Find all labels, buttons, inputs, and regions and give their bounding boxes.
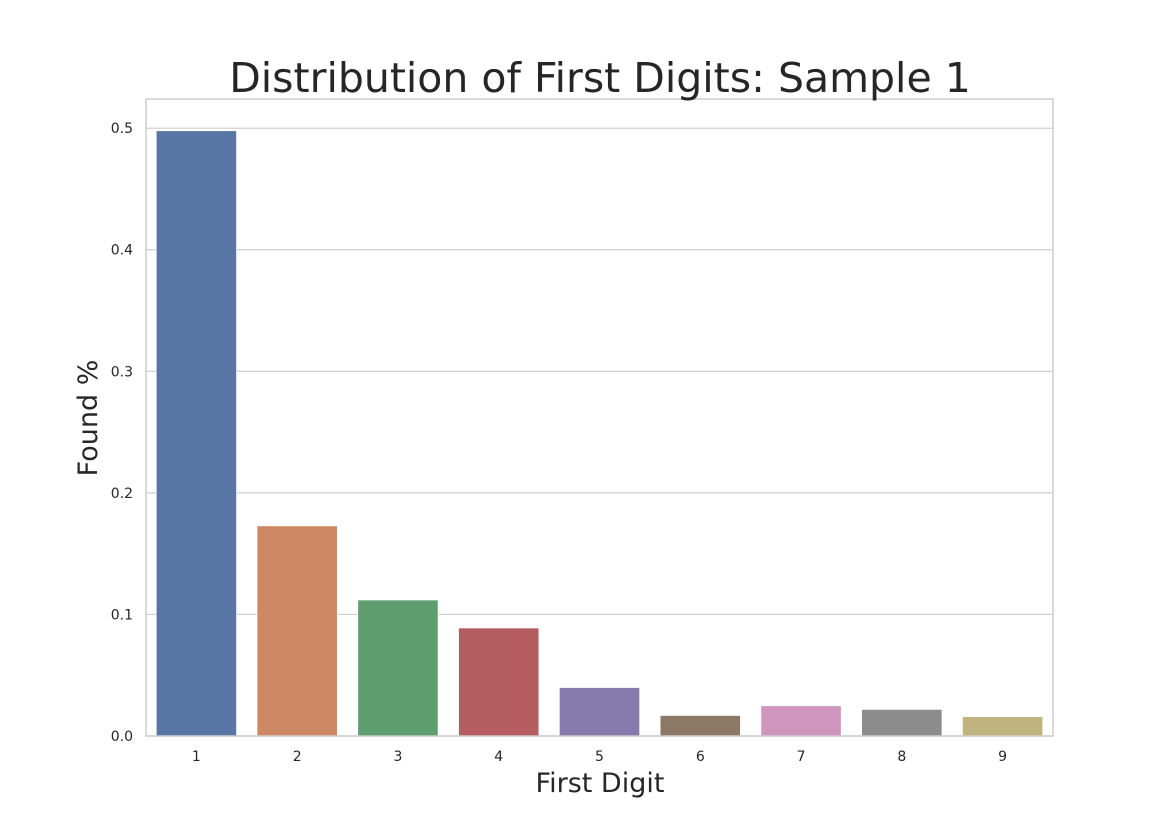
x-tick-label: 2: [293, 749, 302, 765]
x-tick-label: 6: [696, 749, 705, 765]
y-tick-label: 0.0: [111, 729, 133, 745]
bar-digit-6: [659, 714, 742, 737]
x-tick-label: 9: [998, 749, 1007, 765]
y-tick-label: 0.1: [111, 607, 133, 623]
x-tick-label: 4: [494, 749, 503, 765]
y-tick-label: 0.5: [111, 121, 133, 137]
x-tick-label: 8: [897, 749, 906, 765]
x-tick-label: 3: [393, 749, 402, 765]
y-axis-label: Found %: [73, 360, 104, 477]
x-axis-label: First Digit: [536, 768, 665, 799]
y-tick-label: 0.4: [111, 243, 133, 259]
bar-digit-3: [357, 599, 439, 737]
y-tick-label: 0.2: [111, 486, 133, 502]
x-tick-label: 1: [192, 749, 201, 765]
bar-digit-4: [457, 627, 540, 737]
plot-frame: [145, 98, 1054, 737]
y-tick-label: 0.3: [111, 364, 133, 380]
bars: [155, 130, 1044, 737]
x-tick-label: 5: [595, 749, 604, 765]
bar-digit-8: [861, 708, 943, 737]
chart-title: Distribution of First Digits: Sample 1: [229, 54, 971, 102]
bar-digit-7: [760, 705, 842, 737]
x-tick-labels: 1 2 3 4 5 6 7 8 9: [192, 749, 1007, 765]
bar-digit-5: [558, 686, 641, 737]
y-tick-labels: 0.0 0.1 0.2 0.3 0.4 0.5: [111, 121, 133, 745]
bar-digit-2: [256, 525, 338, 737]
x-tick-label: 7: [797, 749, 806, 765]
bar-digit-1: [155, 130, 238, 737]
bar-digit-9: [961, 716, 1044, 737]
